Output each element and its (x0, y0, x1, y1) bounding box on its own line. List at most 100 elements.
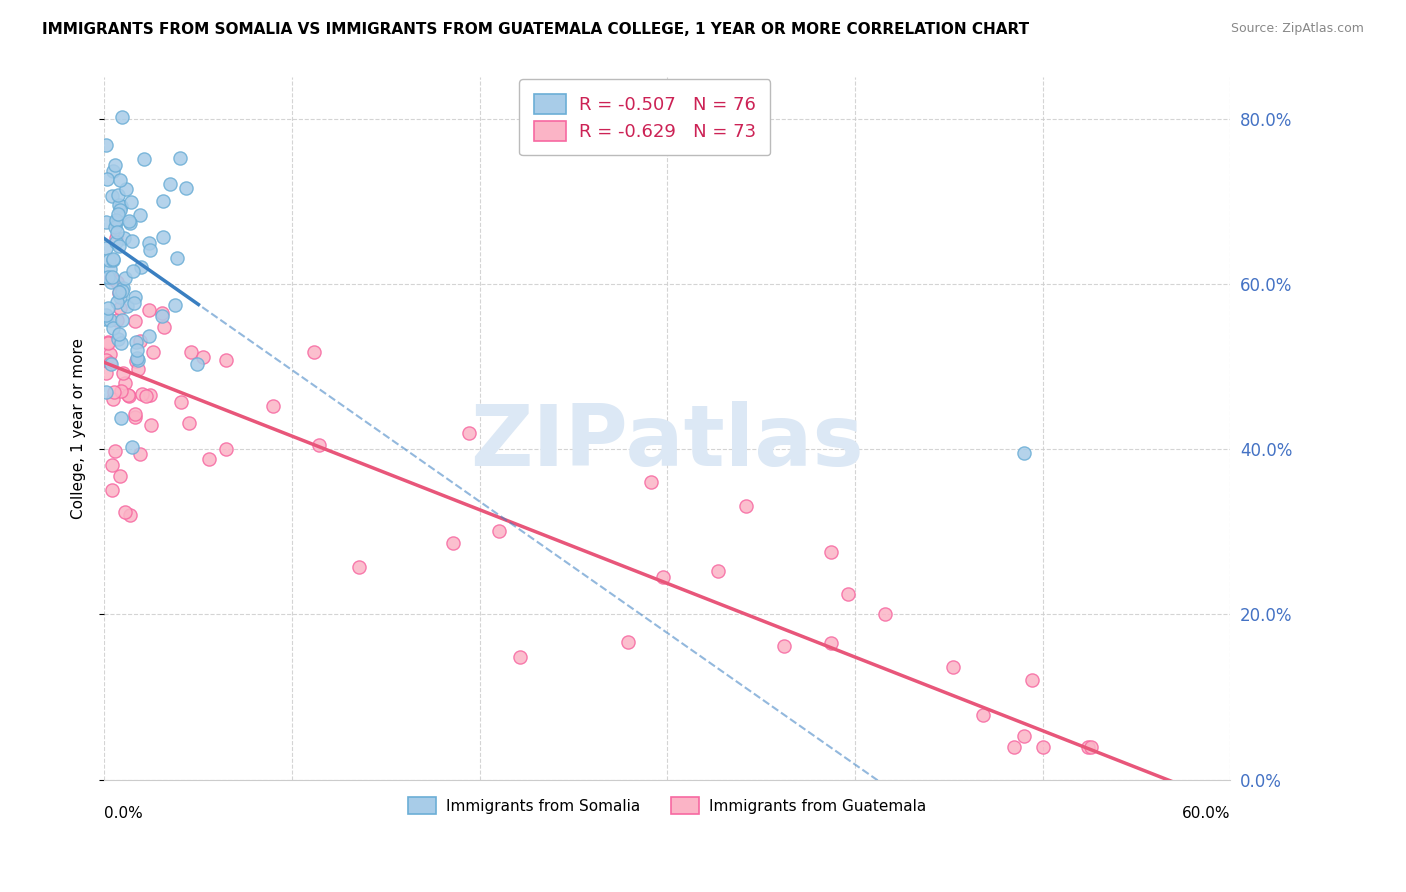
Point (104, 158, 127, 172)
Point (96, 353, 118, 368)
Point (107, 207, 129, 221)
Text: ZIPatlas: ZIPatlas (471, 401, 865, 484)
Point (972, 708, 994, 723)
Point (100, 275, 122, 289)
Point (652, 570, 675, 584)
Point (707, 564, 730, 578)
Point (122, 264, 145, 278)
Point (124, 314, 146, 328)
Point (105, 215, 128, 229)
Point (150, 306, 173, 320)
Point (165, 297, 187, 311)
Point (96, 308, 118, 322)
Point (131, 386, 153, 401)
Point (772, 639, 794, 653)
Point (115, 182, 138, 196)
Point (98, 253, 121, 268)
Point (110, 336, 132, 351)
Point (138, 328, 160, 343)
Point (104, 230, 127, 244)
Point (101, 458, 124, 473)
Point (186, 357, 208, 371)
Point (124, 295, 146, 310)
Point (101, 189, 124, 203)
Point (177, 416, 200, 430)
Point (617, 635, 640, 649)
Point (110, 384, 132, 398)
Point (111, 367, 134, 381)
Point (121, 440, 143, 454)
Point (114, 376, 136, 391)
Point (103, 384, 125, 399)
Point (108, 202, 131, 217)
Point (96, 137, 118, 152)
Point (100, 483, 122, 498)
Point (1002, 739, 1025, 754)
Point (101, 164, 124, 178)
Point (108, 239, 131, 253)
Point (112, 281, 135, 295)
Point (120, 194, 142, 209)
Point (104, 235, 127, 249)
Point (96, 241, 118, 255)
Point (139, 243, 162, 257)
Point (132, 152, 155, 166)
Point (117, 388, 139, 402)
Point (302, 345, 325, 359)
Point (124, 407, 146, 421)
Point (100, 271, 122, 285)
Point (128, 334, 150, 348)
Point (138, 235, 160, 250)
Point (152, 320, 174, 334)
Point (108, 290, 131, 304)
Point (98, 356, 121, 370)
Point (110, 199, 132, 213)
Point (97, 334, 120, 349)
Point (127, 351, 149, 365)
Point (96, 366, 118, 380)
Point (105, 275, 128, 289)
Point (118, 389, 141, 403)
Point (105, 295, 128, 310)
Point (152, 194, 174, 209)
Point (138, 303, 160, 318)
Point (129, 208, 152, 222)
Point (110, 411, 132, 425)
Point (875, 607, 897, 622)
Point (114, 505, 136, 519)
Point (124, 334, 146, 349)
Point (124, 289, 146, 303)
Point (120, 216, 142, 230)
Point (166, 251, 188, 265)
Point (198, 451, 221, 466)
Point (458, 426, 481, 441)
Point (441, 536, 464, 550)
Point (104, 444, 127, 458)
Point (129, 447, 152, 461)
Point (110, 469, 132, 483)
Point (103, 252, 125, 266)
Point (108, 285, 131, 300)
Point (735, 499, 758, 513)
Y-axis label: College, 1 year or more: College, 1 year or more (72, 338, 86, 519)
Point (96, 215, 118, 229)
Point (488, 524, 510, 539)
Point (215, 352, 238, 367)
Point (97, 301, 120, 316)
Point (1077, 739, 1099, 754)
Point (108, 327, 131, 342)
Point (96, 385, 118, 400)
Point (103, 252, 125, 267)
Point (152, 230, 174, 244)
Point (98, 313, 121, 327)
Point (1032, 739, 1054, 754)
Point (101, 269, 124, 284)
Point (347, 559, 370, 574)
Point (169, 395, 191, 409)
Point (174, 181, 197, 195)
Point (108, 197, 131, 211)
Point (820, 545, 842, 559)
Point (96, 172, 118, 186)
Point (97, 269, 120, 284)
Point (104, 219, 127, 234)
